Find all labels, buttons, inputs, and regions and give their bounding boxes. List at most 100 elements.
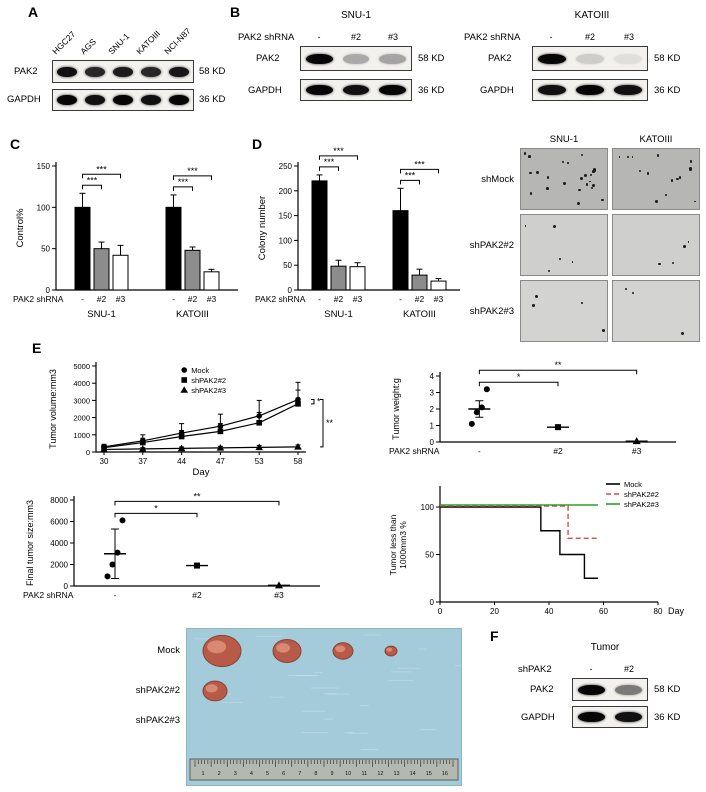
svg-text:11: 11	[361, 771, 367, 777]
svg-text:5000: 5000	[73, 362, 90, 371]
svg-text:0: 0	[46, 286, 51, 295]
svg-text:PAK2 shRNA: PAK2 shRNA	[255, 294, 306, 304]
svg-text:#2: #2	[553, 446, 563, 456]
tumor-volume-line-chart: 0 1000 2000 3000 4000 5000 Tumor volume:mm3 30 3…	[44, 350, 342, 482]
svg-text:***: ***	[87, 175, 98, 185]
svg-text:5: 5	[266, 771, 269, 777]
control-percent-bar-chart: 0 50 100 150 Control% - #2 #3 SNU-1- #2 #3 KATOIII P…	[12, 146, 244, 334]
svg-text:Colony number: Colony number	[257, 196, 268, 260]
svg-text:0: 0	[430, 438, 435, 447]
svg-text:12: 12	[377, 771, 383, 777]
svg-text:shPAK2#3: shPAK2#3	[191, 386, 226, 395]
kd-label: 36 KD	[654, 85, 681, 96]
cell-line-label: SNU-1	[106, 31, 132, 57]
colony-row-label: shPAK2#2	[469, 240, 514, 251]
svg-text:200: 200	[279, 187, 293, 196]
svg-text:#3: #3	[274, 590, 284, 600]
kd-label: 58 KD	[654, 53, 681, 64]
svg-text:1: 1	[202, 771, 205, 777]
svg-text:Day: Day	[193, 467, 210, 478]
svg-text:#2: #2	[415, 294, 425, 304]
svg-text:58: 58	[294, 457, 303, 466]
svg-text:7: 7	[298, 771, 301, 777]
panel-e-label: E	[32, 340, 42, 356]
svg-text:8: 8	[314, 771, 317, 777]
svg-text:shPAK2#3: shPAK2#3	[624, 500, 659, 509]
svg-text:250: 250	[279, 162, 293, 171]
cell-line-label: NCI-N87	[162, 25, 193, 57]
colony-column-header: SNU-1	[549, 134, 579, 145]
svg-text:#3: #3	[434, 294, 444, 304]
svg-text:100: 100	[279, 236, 293, 245]
svg-text:-: -	[81, 294, 84, 304]
lane-label: #3	[623, 32, 634, 42]
svg-text:3: 3	[234, 771, 237, 777]
lane-label: #2	[350, 32, 361, 42]
svg-text:Mock: Mock	[624, 480, 642, 489]
svg-text:2: 2	[430, 405, 435, 414]
kd-label: 36 KD	[654, 712, 681, 723]
colony-image	[612, 280, 700, 342]
svg-text:0: 0	[86, 448, 90, 457]
kd-label: 36 KD	[199, 94, 226, 105]
svg-text:-: -	[172, 294, 175, 304]
svg-text:100: 100	[421, 503, 435, 512]
svg-text:53: 53	[255, 457, 264, 466]
svg-text:-: -	[478, 446, 481, 456]
svg-text:***: ***	[414, 159, 425, 169]
svg-text:**: **	[554, 360, 562, 370]
colony-image	[612, 214, 700, 276]
svg-text:-: -	[318, 294, 321, 304]
svg-text:PAK2 shRNA: PAK2 shRNA	[23, 590, 74, 600]
kd-label: 58 KD	[654, 684, 681, 695]
panel-a-label: A	[28, 4, 39, 20]
svg-text:1000mm3 %: 1000mm3 %	[398, 521, 408, 569]
blot-title: KATOIII	[574, 10, 610, 21]
svg-text:#3: #3	[116, 294, 126, 304]
svg-text:30: 30	[100, 457, 109, 466]
lane-label: #2	[584, 32, 595, 42]
svg-text:50: 50	[425, 551, 434, 560]
svg-text:*: *	[517, 372, 521, 382]
western-blot-row	[532, 79, 648, 101]
svg-text:4000: 4000	[50, 539, 68, 548]
svg-text:SNU-1: SNU-1	[324, 309, 353, 320]
svg-text:-: -	[399, 294, 402, 304]
svg-text:***: ***	[178, 177, 189, 187]
shrna-row-label: shPAK2	[518, 664, 552, 675]
cell-line-label: HGC27	[50, 29, 78, 57]
svg-text:100: 100	[37, 203, 51, 212]
colony-column-header: KATOIII	[639, 134, 673, 145]
shrna-row-label: PAK2 shRNA	[464, 32, 521, 43]
western-blot-row	[52, 89, 194, 111]
photo-row-label: Mock	[157, 645, 180, 656]
svg-text:1: 1	[430, 422, 435, 431]
panel-c-label: C	[10, 136, 21, 152]
cell-line-label: KATOIII	[134, 28, 163, 57]
svg-text:KATOIII: KATOIII	[403, 309, 436, 320]
lane-label: -	[549, 32, 553, 42]
svg-text:8000: 8000	[50, 496, 68, 505]
protein-label: GAPDH	[7, 94, 41, 105]
svg-text:150: 150	[279, 212, 293, 221]
svg-text:PAK2 shRNA: PAK2 shRNA	[13, 294, 64, 304]
svg-text:-: -	[114, 590, 117, 600]
svg-text:2: 2	[218, 771, 221, 777]
svg-text:15: 15	[426, 771, 432, 777]
lane-label: #3	[387, 32, 398, 42]
svg-text:#2: #2	[334, 294, 344, 304]
colony-number-bar-chart: 0 50 100 150 200 250 Colony number - #2 #3 SNU-1- #…	[254, 146, 466, 334]
svg-text:#3: #3	[632, 446, 642, 456]
svg-text:13: 13	[394, 771, 400, 777]
svg-text:***: ***	[333, 146, 344, 156]
svg-text:44: 44	[177, 457, 186, 466]
svg-text:*: *	[317, 397, 321, 407]
tumor-free-step-chart: 0 50 100 0 20 40 60 80 Day Tumor less than 1000mm3…	[386, 476, 702, 628]
svg-text:14: 14	[410, 771, 416, 777]
svg-text:#3: #3	[207, 294, 217, 304]
colony-image	[520, 214, 608, 276]
svg-text:Final tumor size:mm3: Final tumor size:mm3	[25, 500, 35, 586]
svg-text:*: *	[154, 503, 158, 513]
protein-label: GAPDH	[521, 712, 555, 723]
